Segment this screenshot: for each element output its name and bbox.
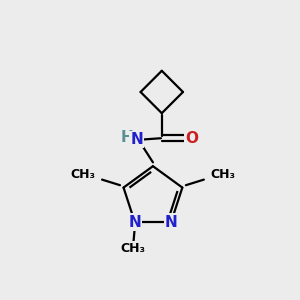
Text: CH₃: CH₃ [121, 242, 146, 255]
Text: N: N [130, 132, 143, 147]
Text: N: N [128, 214, 141, 230]
Text: CH₃: CH₃ [70, 168, 96, 181]
Text: N: N [165, 214, 178, 230]
Text: O: O [185, 131, 198, 146]
Text: CH₃: CH₃ [210, 168, 235, 181]
Text: H: H [121, 130, 134, 145]
